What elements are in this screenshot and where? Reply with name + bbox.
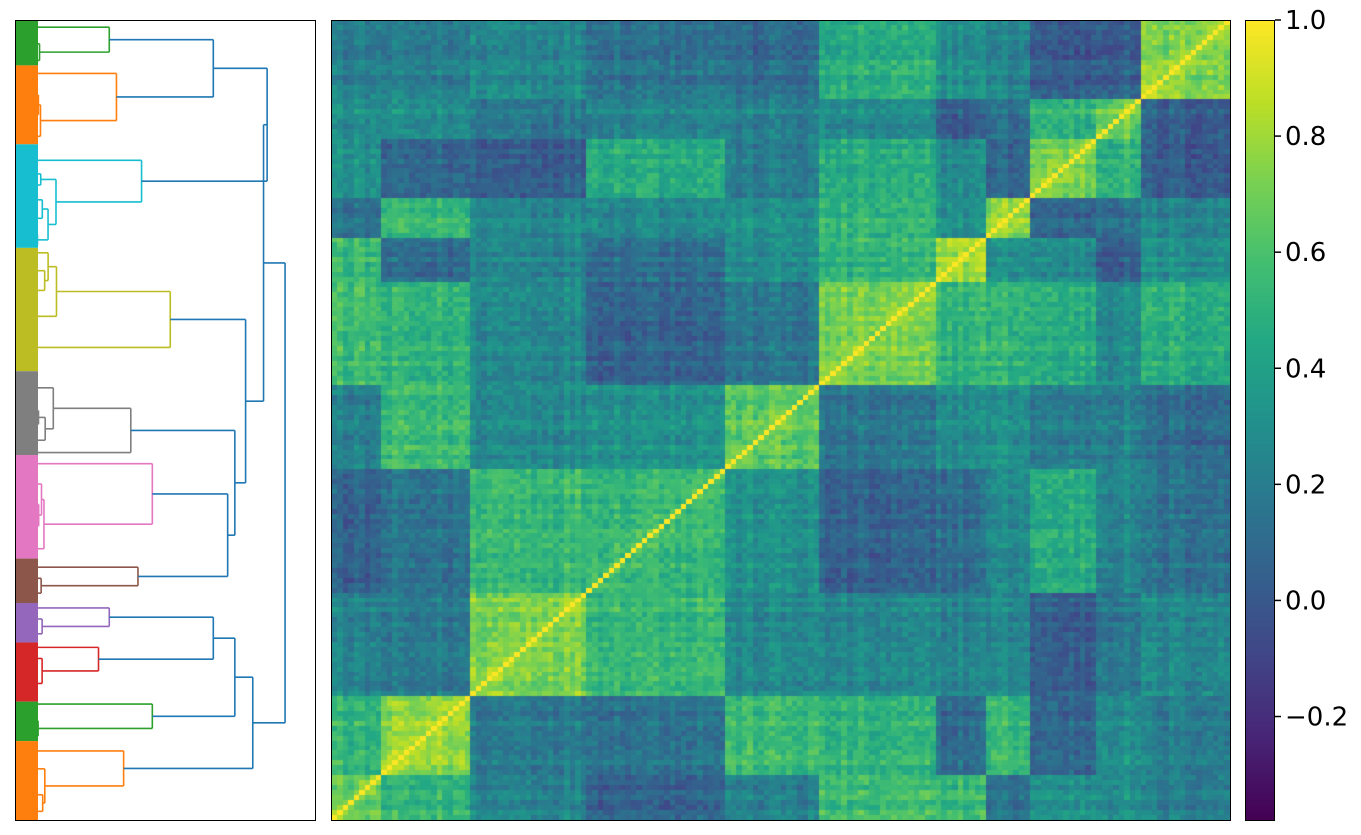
dendrogram [16, 21, 286, 820]
dendrogram-leaf-group [16, 455, 38, 559]
heatmap-panel [331, 20, 1231, 821]
dendrogram-panel [15, 20, 316, 821]
dendrogram-leaf-group [16, 701, 38, 742]
colorbar-tick-label: 0.4 [1285, 354, 1326, 384]
colorbar-tick-label: 0.8 [1285, 122, 1326, 152]
colorbar-gradient [1246, 21, 1274, 820]
colorbar-axis: 1.0 0.8 0.6 0.4 0.2 0.0 −0.2 [1275, 0, 1361, 835]
colorbar [1245, 20, 1275, 821]
colorbar-tick-label: 0.0 [1285, 586, 1326, 616]
colorbar-tick-label: 0.2 [1285, 470, 1326, 500]
dendrogram-leaf-group [16, 741, 38, 820]
dendrogram-leaf-group [16, 21, 38, 66]
colorbar-tick-label: −0.2 [1285, 703, 1348, 733]
dendrogram-leaf-group [16, 642, 38, 702]
dendrogram-leaf-group [16, 247, 38, 372]
colorbar-tick-label: 1.0 [1285, 6, 1326, 36]
colorbar-tick-label: 0.6 [1285, 238, 1326, 268]
dendrogram-leaf-group [16, 65, 38, 145]
dendrogram-leaf-group [16, 602, 38, 643]
correlation-heatmap [332, 21, 1230, 820]
dendrogram-leaf-group [16, 371, 38, 456]
dendrogram-leaf-group [16, 558, 38, 603]
dendrogram-leaf-group [16, 144, 38, 248]
